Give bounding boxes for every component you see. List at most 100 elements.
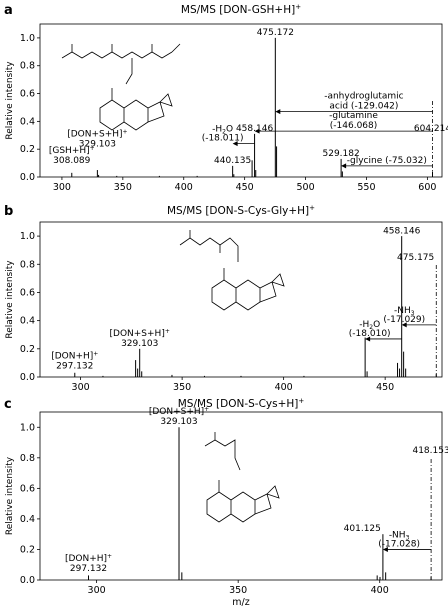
peak-label-text: [DON+S+H] <box>67 129 122 139</box>
peak-label: 418.153 <box>412 446 448 456</box>
peak-label: [DON+H]+ <box>51 351 98 362</box>
title-text: MS/MS [DON-GSH+H] <box>181 4 295 16</box>
peak-label-sup: + <box>204 406 209 413</box>
peak-label: 297.132 <box>70 564 107 574</box>
x-tick-label: 350 <box>114 182 132 193</box>
structure-don-gsh <box>61 43 181 85</box>
peak-label-text: 418.153 <box>412 446 448 456</box>
y-tick-label: 0.0 <box>20 372 35 383</box>
epoxide <box>254 485 280 515</box>
y-tick-label: 0.0 <box>20 172 35 183</box>
loss-label-sub: 3 <box>411 310 415 317</box>
peak-label: 475.172 <box>257 28 294 38</box>
structure-cys <box>204 432 241 471</box>
loss-label: (-18.011) <box>202 134 244 144</box>
loss-arrowhead <box>254 128 260 134</box>
cys-gly-groups <box>189 230 221 253</box>
loss-label: -glutamine <box>329 111 378 121</box>
peak-label-text: 604.214 <box>414 124 448 134</box>
peak-label-text: 458.146 <box>236 124 273 134</box>
y-tick-label: 0.6 <box>20 89 35 100</box>
peak-label: 475.175 <box>397 253 434 263</box>
gsh-backbone <box>61 51 173 59</box>
ring-b <box>123 99 149 131</box>
structure-don-core-c <box>206 480 280 523</box>
panel-letter: a <box>4 3 13 18</box>
y-tick-label: 0.6 <box>20 287 35 298</box>
loss-arrowhead <box>365 336 371 342</box>
peak-label: 297.132 <box>56 362 93 372</box>
x-tick-label: 400 <box>275 382 293 393</box>
loss-arrowhead <box>401 322 407 328</box>
peak-label-sup: + <box>123 128 128 135</box>
peak-label-text: 297.132 <box>70 564 107 574</box>
loss-arrowhead <box>341 163 347 169</box>
y-tick-label: 0.2 <box>20 344 35 355</box>
y-axis-label: Relative intensity <box>5 260 15 339</box>
y-tick-label: 0.4 <box>20 116 35 127</box>
peak-label-text: 475.175 <box>397 253 434 263</box>
ring-a <box>99 99 125 131</box>
loss-label: acid (-129.042) <box>329 102 398 112</box>
peak-label-text: 297.132 <box>56 362 93 372</box>
peak-label-sup: + <box>93 351 98 358</box>
cys-gly-chain <box>179 237 239 262</box>
peak-label-text: 329.103 <box>160 417 197 427</box>
ring-b <box>235 279 261 311</box>
peak-label: 458.146 <box>383 226 420 236</box>
x-axis-label: m/z <box>232 597 249 608</box>
loss-arrowhead <box>232 141 238 147</box>
y-tick-label: 0.2 <box>20 544 35 555</box>
loss-label: (-17.029) <box>383 315 425 325</box>
peak-label-sup: + <box>165 328 170 335</box>
peak-label-text: 529.182 <box>323 149 360 159</box>
axes-frame <box>39 411 443 581</box>
x-tick-label: 450 <box>376 382 394 393</box>
loss-label-sub: 2 <box>369 324 373 331</box>
loss-label-main: -NH <box>394 306 411 316</box>
loss-label-sub: 2 <box>222 129 226 136</box>
peak-label: 458.146 <box>236 124 273 134</box>
epoxide <box>259 273 285 303</box>
peak-label: [GSH+H]+ <box>49 145 95 156</box>
y-tick-label: 0.8 <box>20 453 35 464</box>
panel-title: MS/MS [DON-S-Cys+H]+ <box>178 397 305 410</box>
peak-label-text: [DON+S+H] <box>110 329 165 339</box>
peak-label: [DON+S+H]+ <box>110 328 170 339</box>
panel-a: a MS/MS [DON-GSH+H]+0.00.20.40.60.81.0300… <box>4 3 448 193</box>
peak-label-text: 329.103 <box>121 339 158 349</box>
axes-frame <box>39 23 443 178</box>
panel-title: MS/MS [DON-S-Cys-Gly+H]+ <box>167 204 315 217</box>
peak-label: [DON+S+H]+ <box>149 406 209 417</box>
peak-label-text: 440.135 <box>214 156 251 166</box>
title-sup: + <box>309 204 315 212</box>
peak-label-text: 329.103 <box>79 139 116 149</box>
peak-label: [DON+S+H]+ <box>67 128 127 139</box>
y-tick-label: 0.4 <box>20 514 35 525</box>
loss-label: -glycine (-75.032) <box>347 156 427 166</box>
loss-arrowhead <box>275 109 281 115</box>
peak-label: 308.089 <box>53 156 90 166</box>
y-tick-label: 1.0 <box>20 422 35 433</box>
loss-label-main: -H <box>212 125 222 135</box>
y-tick-label: 0.2 <box>20 144 35 155</box>
panel-title: MS/MS [DON-GSH+H]+ <box>181 3 301 16</box>
peak-label-text: [DON+H] <box>65 554 107 564</box>
loss-label-tail: O <box>373 320 380 330</box>
cys-chain <box>204 439 241 471</box>
peak-label-text: [GSH+H] <box>49 146 90 156</box>
panel-letter: c <box>4 397 12 412</box>
x-tick-label: 600 <box>418 182 436 193</box>
peak-label: 440.135 <box>214 156 251 166</box>
peak-label-sup: + <box>90 145 95 152</box>
x-tick-label: 300 <box>53 182 71 193</box>
peak-label-sup: + <box>107 553 112 560</box>
epoxide <box>147 93 173 123</box>
x-tick-label: 550 <box>357 182 375 193</box>
ring-b <box>230 491 256 523</box>
carbonyls <box>71 43 181 53</box>
title-text: MS/MS [DON-S-Cys-Gly+H] <box>167 205 309 217</box>
y-tick-label: 1.0 <box>20 33 35 44</box>
x-tick-label: 400 <box>371 585 389 596</box>
peak-label-text: 401.125 <box>344 524 381 534</box>
